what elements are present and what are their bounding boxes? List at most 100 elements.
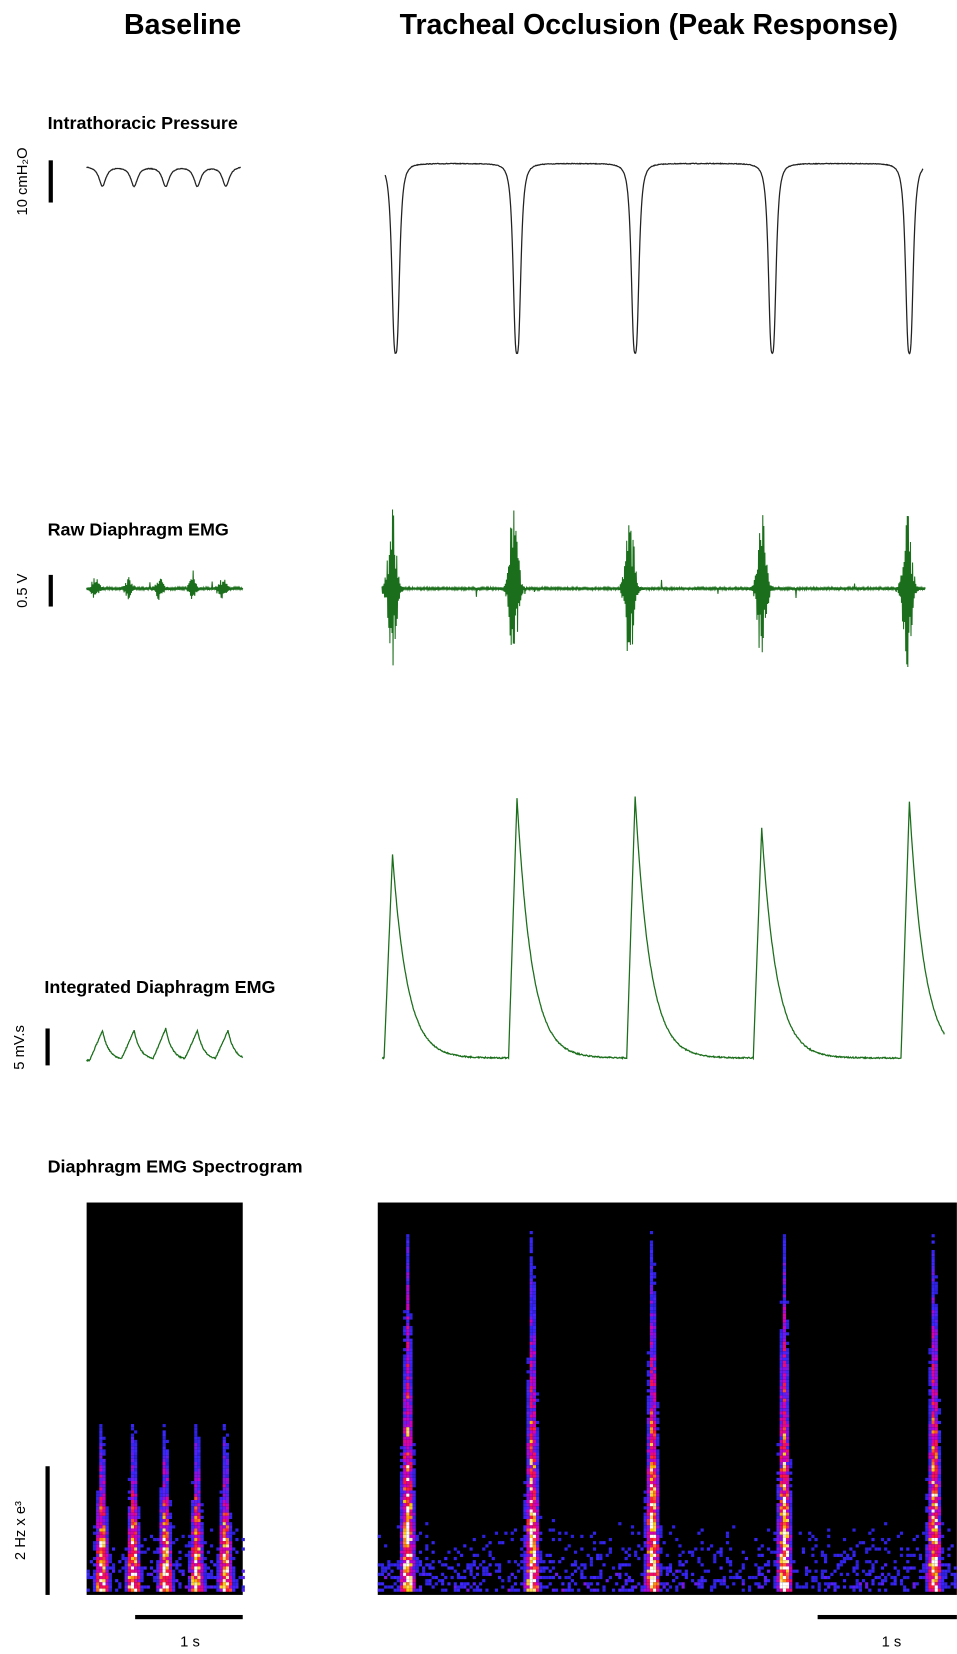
- spectrogram-cell: [419, 1589, 422, 1592]
- spectrogram-cell: [166, 1506, 169, 1509]
- spectrogram-cell: [783, 1528, 786, 1531]
- spectrogram-cell: [169, 1585, 172, 1588]
- spectrogram-cell: [530, 1392, 533, 1395]
- spectrogram-cell: [409, 1370, 412, 1373]
- spectrogram-cell: [776, 1589, 779, 1592]
- spectrogram-cell: [653, 1275, 656, 1278]
- spectrogram-cell: [413, 1535, 416, 1538]
- spectrogram-cell: [780, 1405, 783, 1408]
- spectrogram-cell: [786, 1497, 789, 1500]
- spectrogram-cell: [593, 1532, 596, 1535]
- spectrogram-cell: [403, 1522, 406, 1525]
- spectrogram-cell: [656, 1563, 659, 1566]
- spectrogram-cell: [403, 1383, 406, 1386]
- spectrogram-cell: [131, 1449, 134, 1452]
- spectrogram-cell: [871, 1544, 874, 1547]
- spectrogram-cell: [941, 1547, 944, 1550]
- spectrogram-cell: [650, 1320, 653, 1323]
- spectrogram-cell: [935, 1411, 938, 1414]
- spectrogram-cell: [99, 1525, 102, 1528]
- spectrogram-cell: [182, 1570, 185, 1573]
- spectrogram-cell: [533, 1316, 536, 1319]
- spectrogram-cell: [776, 1570, 779, 1573]
- spectrogram-cell: [166, 1503, 169, 1506]
- spectrogram-cell: [780, 1354, 783, 1357]
- spectrogram-cell: [833, 1582, 836, 1585]
- spectrogram-cell: [406, 1354, 409, 1357]
- spectrogram-cell: [403, 1468, 406, 1471]
- spectrogram-cell: [587, 1554, 590, 1557]
- spectrogram-cell: [653, 1320, 656, 1323]
- spectrogram-cell: [406, 1513, 409, 1516]
- spectrogram-cell: [226, 1544, 229, 1547]
- spectrogram-cell: [653, 1411, 656, 1414]
- spectrogram-cell: [647, 1513, 650, 1516]
- spectrogram-cell: [786, 1579, 789, 1582]
- spectrogram-cell: [871, 1570, 874, 1573]
- spectrogram-cell: [134, 1440, 137, 1443]
- spectrogram-cell: [659, 1551, 662, 1554]
- spectrogram-cell: [663, 1541, 666, 1544]
- spectrogram-cell: [653, 1582, 656, 1585]
- spectrogram-cell: [501, 1579, 504, 1582]
- spectrogram-cell: [653, 1329, 656, 1332]
- spectrogram-cell: [776, 1579, 779, 1582]
- spectrogram-cell: [802, 1547, 805, 1550]
- spectrogram-cell: [656, 1554, 659, 1557]
- spectrogram-cell: [229, 1560, 232, 1563]
- spectrogram-cell: [131, 1475, 134, 1478]
- spectrogram-cell: [137, 1544, 140, 1547]
- spectrogram-cell: [947, 1554, 950, 1557]
- spectrogram-cell: [596, 1582, 599, 1585]
- spectrogram-cell: [403, 1563, 406, 1566]
- spectrogram-cell: [163, 1500, 166, 1503]
- spectrogram-cell: [99, 1490, 102, 1493]
- spectrogram-cell: [650, 1263, 653, 1266]
- spectrogram-cell: [530, 1367, 533, 1370]
- spectrogram-cell: [852, 1566, 855, 1569]
- spectrogram-cell: [406, 1430, 409, 1433]
- spectrogram-cell: [403, 1554, 406, 1557]
- spectrogram-cell: [944, 1570, 947, 1573]
- spectrogram-cell: [229, 1579, 232, 1582]
- spectrogram-cell: [188, 1544, 191, 1547]
- spectrogram-cell: [432, 1566, 435, 1569]
- spectrogram-cell: [406, 1551, 409, 1554]
- spectrogram-cell: [166, 1468, 169, 1471]
- spectrogram-cell: [172, 1585, 175, 1588]
- spectrogram-cell: [140, 1566, 143, 1569]
- spectrogram-cell: [194, 1570, 197, 1573]
- spectrogram-cell: [691, 1551, 694, 1554]
- spectrogram-cell: [694, 1547, 697, 1550]
- spectrogram-cell: [647, 1402, 650, 1405]
- spectrogram-cell: [647, 1519, 650, 1522]
- spectrogram-cell: [789, 1589, 792, 1592]
- spectrogram-cell: [530, 1434, 533, 1437]
- spectrogram-cell: [932, 1437, 935, 1440]
- spectrogram-cell: [539, 1570, 542, 1573]
- spectrogram-cell: [928, 1443, 931, 1446]
- spectrogram-cell: [204, 1566, 207, 1569]
- spectrogram-cell: [862, 1579, 865, 1582]
- spectrogram-cell: [406, 1405, 409, 1408]
- spectrogram-cell: [650, 1256, 653, 1259]
- spectrogram-cell: [751, 1576, 754, 1579]
- spectrogram-cell: [536, 1453, 539, 1456]
- spectrogram-cell: [536, 1503, 539, 1506]
- spectrogram-cell: [413, 1484, 416, 1487]
- spectrogram-cell: [780, 1329, 783, 1332]
- spectrogram-cell: [780, 1481, 783, 1484]
- spectrogram-cell: [159, 1528, 162, 1531]
- spectrogram-cell: [530, 1585, 533, 1588]
- spectrogram-cell: [175, 1566, 178, 1569]
- spectrogram-cell: [197, 1509, 200, 1512]
- spectrogram-cell: [235, 1528, 238, 1531]
- spectrogram-cell: [216, 1563, 219, 1566]
- spectrogram-cell: [868, 1570, 871, 1573]
- spectrogram-cell: [482, 1566, 485, 1569]
- spectrogram-cell: [406, 1364, 409, 1367]
- spectrogram-cell: [99, 1506, 102, 1509]
- spectrogram-cell: [131, 1440, 134, 1443]
- spectrogram-cell: [93, 1573, 96, 1576]
- spectrogram-cell: [87, 1576, 90, 1579]
